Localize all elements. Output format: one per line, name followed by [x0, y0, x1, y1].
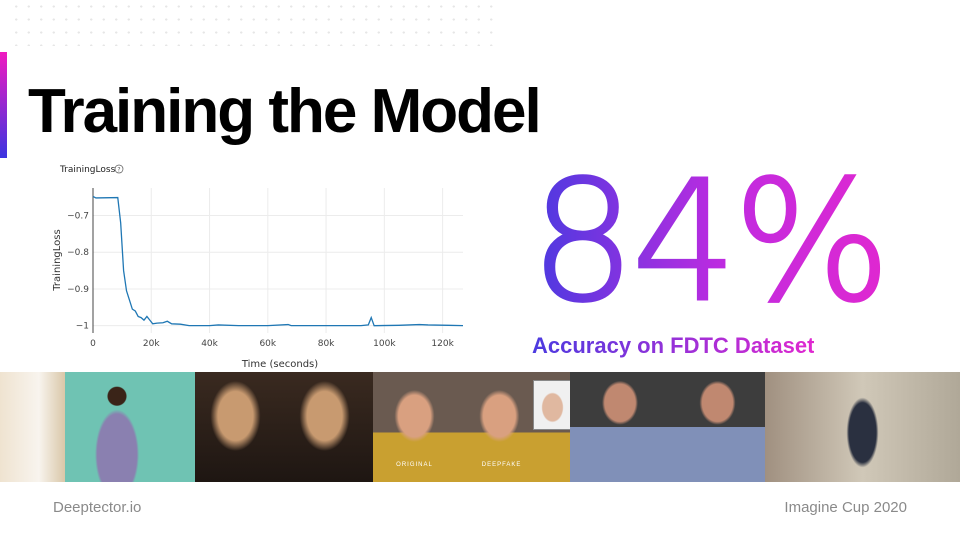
x-tick-label: 40k [201, 339, 218, 349]
accent-bar [0, 52, 7, 158]
chart-title: TrainingLoss [59, 165, 116, 175]
x-axis-label: Time (seconds) [241, 359, 318, 370]
y-axis-label: TrainingLoss [52, 229, 63, 291]
x-tick-label: 120k [431, 339, 454, 349]
x-tick-label: 60k [259, 339, 276, 349]
question-circle-icon [114, 164, 124, 174]
footer-event: Imagine Cup 2020 [784, 499, 907, 516]
y-tick-label: −1 [76, 322, 89, 332]
x-tick-label: 0 [90, 339, 96, 349]
photo-man-2 [670, 372, 765, 482]
y-tick-label: −0.7 [67, 212, 89, 222]
photo-woman-teal [65, 372, 195, 482]
x-tick-label: 20k [143, 339, 160, 349]
photo-room [0, 372, 65, 482]
question-mark: ? [117, 167, 120, 174]
accuracy-number: 84% [529, 146, 893, 339]
training-loss-chart: TrainingLoss ? 0 20k 40k 60k 80k 100k 120k −0.7 −0… [52, 164, 464, 370]
loss-series-line [92, 195, 464, 327]
photo-man-1 [570, 372, 670, 482]
dot-pattern [10, 0, 495, 46]
photo-woman-dark-1 [195, 372, 285, 482]
accuracy-caption: Accuracy on FDTC Dataset [532, 333, 815, 358]
original-label: ORIGINAL [396, 462, 433, 468]
slide-title: Training the Model [28, 77, 542, 146]
photo-deepfake: DEEPFAKE [456, 372, 570, 482]
photo-woman-dark-2 [285, 372, 373, 482]
x-tick-label: 100k [373, 339, 396, 349]
y-tick-label: −0.9 [67, 285, 89, 295]
footer-site: Deeptector.io [53, 499, 142, 516]
y-tick-label: −0.8 [67, 248, 89, 258]
photo-bedroom [765, 372, 960, 482]
photo-original: ORIGINAL [373, 372, 456, 482]
x-tick-label: 80k [318, 339, 335, 349]
deepfake-label: DEEPFAKE [481, 462, 522, 468]
deepfake-examples-strip: ORIGINAL DEEPFAKE [0, 372, 960, 482]
